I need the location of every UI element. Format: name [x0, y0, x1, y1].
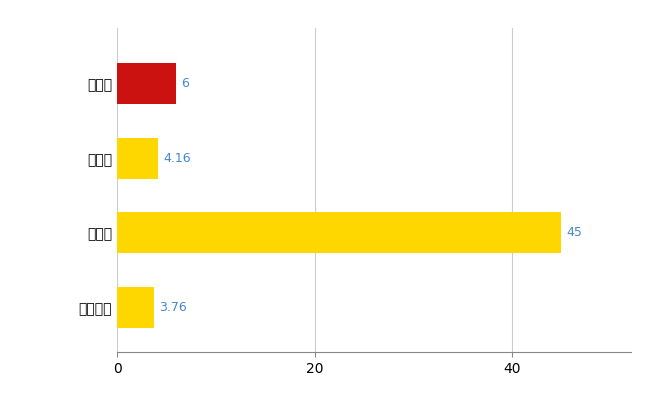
Text: 6: 6 — [181, 77, 189, 90]
Text: 4.16: 4.16 — [163, 152, 190, 165]
Bar — [117, 212, 562, 253]
Bar — [117, 63, 176, 104]
Text: 3.76: 3.76 — [159, 301, 187, 314]
Bar — [117, 287, 154, 328]
Text: 45: 45 — [566, 226, 582, 239]
Bar — [117, 138, 158, 179]
